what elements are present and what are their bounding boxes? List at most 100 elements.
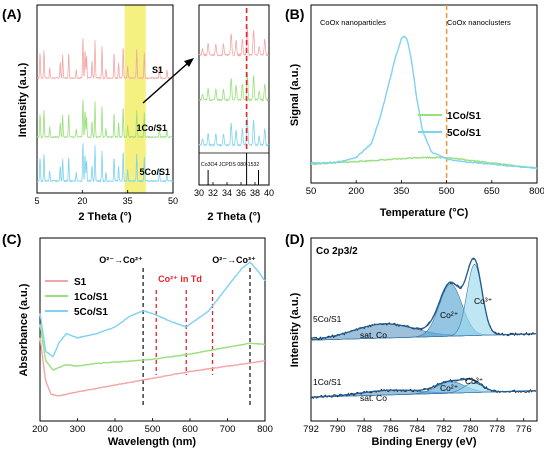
xtick-a-0-label: 5 — [34, 196, 39, 206]
xtick-d-5-label: 782 — [436, 424, 452, 435]
panel-a: (A) S1 1Co/S1 5Co/S1 5 20 35 50 2 Theta (°)… — [2, 4, 274, 223]
inset-frame — [198, 4, 270, 186]
panel-c-xlabel: Wavelength (nm) — [108, 436, 197, 448]
xtick-c-6-label: 800 — [257, 424, 273, 435]
panel-d-title: Co 2p3/2 — [316, 246, 358, 257]
uv-traces — [39, 260, 266, 397]
xrd-line-2 — [36, 143, 174, 183]
panel-a-xlabel: 2 Theta (°) — [78, 211, 132, 223]
xtick-d-6-label: 780 — [463, 424, 479, 435]
highlight-band — [124, 5, 146, 193]
xtick-inset-1-label: 32 — [208, 188, 218, 198]
tpr-traces — [310, 35, 538, 170]
reference-label: Co3O4 JCPDS 080-1532 — [201, 162, 259, 168]
zoom-arrow-head — [184, 58, 194, 67]
xtick-a-3-label: 50 — [168, 196, 178, 206]
panel-c-xticks: 200 300 400 500 600 700 800 — [32, 418, 273, 435]
xps-1co-co3-label: Co³⁺ — [465, 376, 483, 386]
xtick-a-1-label: 20 — [77, 196, 87, 206]
xtick-c-4-label: 600 — [182, 424, 198, 435]
xrd-inset-line-0 — [198, 27, 270, 57]
label-s1: S1 — [152, 65, 163, 75]
annot-co2-td: Co²⁺ in Td — [158, 274, 202, 284]
panel-a-ylabel: Intensity (a.u.) — [17, 62, 29, 137]
uv-line-2 — [39, 260, 266, 358]
zoom-arrow-line — [142, 62, 189, 104]
xps-1co-name: 1Co/S1 — [313, 377, 342, 387]
annot-o-co3: O²⁻→Co³⁺ — [212, 255, 256, 265]
legend-c-1co-label: 1Co/S1 — [74, 292, 108, 303]
xtick-d-2-label: 788 — [356, 424, 372, 435]
xtick-c-0-label: 200 — [32, 424, 48, 435]
xtick-c-5-label: 700 — [220, 424, 236, 435]
label-1co: 1Co/S1 — [136, 123, 167, 133]
panel-d: (D) Co 2p3/2 5Co/S1 sat. Co Co²⁺ Co³⁺ 1C… — [285, 231, 538, 448]
legend-c-5co-label: 5Co/S1 — [74, 307, 108, 318]
annot-nanoparticles: CoOx nanoparticles — [320, 18, 386, 27]
xtick-d-8-label: 776 — [516, 424, 532, 435]
xtick-a-2-label: 35 — [123, 196, 133, 206]
xpsTop-envelope — [310, 257, 536, 341]
xps-5co-name: 5Co/S1 — [313, 314, 342, 324]
panel-b: (B) CoOx nanoparticles CoOx nanoclusters… — [285, 4, 544, 219]
panel-d-frame — [310, 237, 538, 422]
xrd-inset-traces — [198, 27, 270, 147]
panel-a-xticks: 5 20 35 50 — [34, 190, 178, 206]
legend-c: S1 1Co/S1 5Co/S1 — [45, 277, 108, 318]
legend-b-1co-label: 1Co/S1 — [447, 111, 481, 122]
legend-c-s1-label: S1 — [74, 277, 87, 288]
xps-5co-sat-label: sat. Co — [360, 330, 387, 340]
xtick-c-3-label: 500 — [145, 424, 161, 435]
xpsBot-envelope — [310, 378, 536, 398]
xrd-inset-line-2 — [198, 117, 270, 147]
xrd-inset-line-1 — [198, 72, 270, 102]
xtick-d-1-label: 790 — [330, 424, 346, 435]
panel-b-ylabel: Signal (a.u.) — [289, 63, 301, 126]
annot-nanoclusters: CoOx nanoclusters — [447, 18, 511, 27]
xtick-d-0-label: 792 — [303, 424, 319, 435]
xrd-main-traces — [36, 38, 174, 183]
xrd-line-0 — [36, 38, 174, 80]
xtick-c-1-label: 300 — [70, 424, 86, 435]
xps-1co-co2-label: Co²⁺ — [440, 383, 458, 393]
xtick-c-2-label: 400 — [107, 424, 123, 435]
tpr-line-1 — [310, 35, 538, 170]
panel-c-label: (C) — [2, 231, 21, 247]
reference-sticks — [207, 153, 259, 185]
xtick-d-7-label: 778 — [489, 424, 505, 435]
xps-1co-fit — [310, 377, 536, 399]
xtick-inset-0-label: 30 — [194, 188, 204, 198]
xtick-inset-3-label: 36 — [236, 188, 246, 198]
legend-b-5co-label: 5Co/S1 — [447, 128, 481, 139]
panel-d-xticks: 792 790 788 786 784 782 780 778 776 — [303, 418, 532, 435]
xtick-b-4-label: 650 — [484, 186, 500, 197]
panel-a-label: (A) — [2, 6, 21, 22]
panel-c-ylabel: Absorbance (a.u.) — [18, 283, 30, 376]
xtick-inset-2-label: 34 — [222, 188, 232, 198]
xtick-b-5-label: 800 — [529, 186, 544, 197]
xtick-inset-4-label: 38 — [250, 188, 260, 198]
panel-b-xticks: 50 200 350 500 650 800 — [306, 180, 544, 197]
xtick-b-2-label: 350 — [393, 186, 409, 197]
xtick-b-3-label: 500 — [439, 186, 455, 197]
xtick-inset-5-label: 40 — [264, 188, 274, 198]
panel-d-ylabel: Intensity (a.u.) — [289, 292, 301, 367]
xps-5co-fit — [310, 257, 536, 341]
tpr-line-0 — [310, 156, 538, 170]
panel-b-xlabel: Temperature (°C) — [380, 207, 469, 219]
xpsTop-peak-0 — [310, 323, 536, 341]
xrd-line-1 — [36, 99, 174, 139]
uv-reference-dashes — [142, 268, 251, 405]
xtick-d-3-label: 786 — [383, 424, 399, 435]
label-5co: 5Co/S1 — [139, 167, 170, 177]
uv-line-1 — [39, 324, 265, 371]
panel-a-frame — [36, 4, 174, 194]
inset-xlabel: 2 Theta (°) — [207, 211, 261, 223]
xtick-b-1-label: 200 — [348, 186, 364, 197]
panel-c-frame — [39, 237, 266, 422]
panel-d-xlabel: Binding Energy (eV) — [371, 436, 476, 448]
panel-d-label: (D) — [285, 231, 304, 247]
xtick-d-4-label: 784 — [409, 424, 425, 435]
panel-c: (C) O²⁻→Co²⁺ Co²⁺ in Td O²⁻→Co³⁺ S1 1Co/… — [2, 231, 273, 448]
